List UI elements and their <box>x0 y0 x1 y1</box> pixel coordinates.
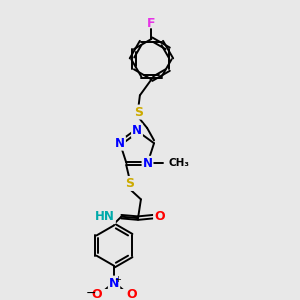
Text: O: O <box>92 288 102 300</box>
Text: O: O <box>154 210 165 223</box>
Text: N: N <box>132 124 142 137</box>
Text: N: N <box>115 137 125 150</box>
Text: S: S <box>134 106 143 118</box>
Text: N: N <box>109 277 119 290</box>
Text: N: N <box>142 157 152 170</box>
Text: CH₃: CH₃ <box>169 158 190 168</box>
Text: O: O <box>126 288 137 300</box>
Text: F: F <box>147 17 156 31</box>
Text: −: − <box>86 287 96 300</box>
Text: S: S <box>125 177 134 190</box>
Text: +: + <box>114 275 121 284</box>
Text: HN: HN <box>95 210 115 223</box>
